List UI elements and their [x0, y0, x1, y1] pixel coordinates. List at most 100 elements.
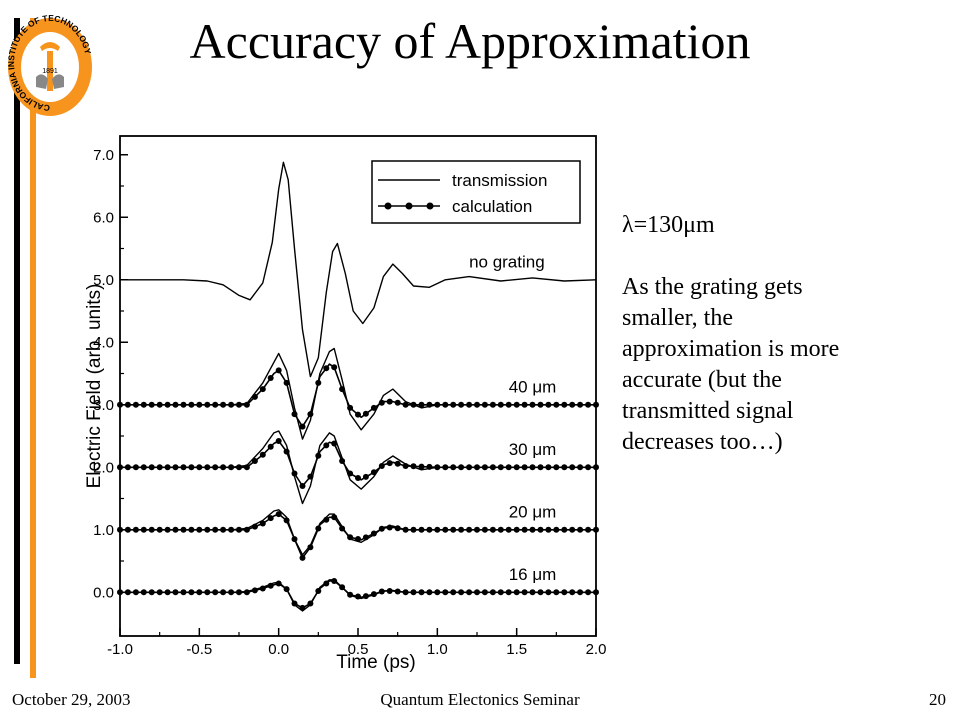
footer-title: Quantum Electonics Seminar — [380, 690, 580, 709]
20-m-calculation-point — [489, 526, 496, 533]
30-m-calculation-point — [450, 464, 457, 471]
16-m-calculation-point — [251, 587, 258, 594]
16-m-calculation-point — [410, 589, 417, 596]
20-m-calculation-point — [164, 526, 171, 533]
30-m-calculation-point — [164, 464, 171, 471]
30-m-calculation-point — [228, 464, 235, 471]
20-m-calculation-point — [267, 515, 274, 522]
40-m-calculation-point — [196, 401, 203, 408]
20-m-calculation-point — [497, 526, 504, 533]
16-m-calculation-point — [378, 588, 385, 595]
20-m-calculation-point — [545, 526, 552, 533]
caltech-seal-logo: CALIFORNIA INSTITUTE OF TECHNOLOGY 1891 — [6, 15, 93, 116]
40-m-calculation-point — [370, 404, 377, 411]
40-m-calculation-point — [251, 393, 258, 400]
16-m-calculation-point — [593, 589, 599, 596]
side-notes: λ=130μm As the grating gets smaller, the… — [622, 210, 872, 458]
40-m-calculation-point — [402, 401, 409, 408]
16-m-calculation-point — [474, 589, 480, 596]
30-m-calculation-point — [315, 452, 322, 459]
y-tick-label: 2.0 — [93, 459, 114, 476]
wavelength-label: λ=130μm — [622, 212, 715, 238]
30-m-calculation-point — [180, 464, 187, 471]
20-m-calculation-point — [251, 523, 258, 530]
20-m-calculation-point — [323, 516, 330, 523]
30-m-calculation-point — [497, 464, 504, 471]
30-m-calculation-point — [458, 464, 465, 471]
16-m-calculation-point — [497, 589, 504, 596]
20-m-calculation-point — [188, 526, 195, 533]
30-m-calculation-point — [529, 464, 536, 471]
16-m-calculation-point — [132, 589, 139, 596]
16-m-calculation-point — [450, 589, 457, 596]
16-m-calculation-point — [355, 593, 361, 600]
20-m-calculation-point — [426, 526, 433, 533]
30-m-calculation-point — [124, 464, 131, 471]
y-tick-label: 6.0 — [93, 209, 114, 226]
16-m-calculation-point — [521, 589, 528, 596]
16-m-calculation-point — [347, 591, 354, 598]
curve-label: no grating — [469, 252, 545, 271]
20-m-calculation-point — [212, 526, 219, 533]
20-m-calculation-point — [402, 526, 409, 533]
40-m-calculation-point — [243, 401, 250, 408]
40-m-calculation-point — [267, 375, 274, 381]
40-m-calculation-point — [537, 401, 544, 408]
40-m-calculation-point — [148, 401, 155, 408]
30-m-calculation-point — [386, 460, 393, 467]
curve-label: 30 μm — [509, 440, 557, 459]
x-axis-label: Time (ps) — [336, 652, 416, 673]
20-m-calculation-point — [553, 526, 560, 533]
16-m-calculation-point — [315, 588, 322, 594]
16-m-calculation-point — [212, 589, 219, 596]
20-m-calculation-point — [196, 526, 203, 533]
16-m-calculation-point — [505, 589, 512, 596]
legend-transmission-label: transmission — [452, 171, 547, 190]
30-m-calculation-point — [569, 464, 576, 471]
20-m-calculation-point — [442, 526, 449, 533]
16-m-calculation-point — [537, 589, 544, 596]
16-m-calculation-point — [418, 589, 425, 596]
16-m-calculation-point — [386, 588, 393, 594]
30-m-calculation-point — [585, 464, 592, 471]
40-m-calculation-point — [283, 379, 290, 386]
y-tick-label: 5.0 — [93, 272, 114, 289]
20-m-calculation-point — [236, 526, 242, 533]
40-m-calculation-point — [156, 401, 163, 408]
curve-label: 40 μm — [509, 377, 557, 396]
20-m-calculation-point — [505, 526, 512, 533]
40-m-calculation-point — [180, 401, 187, 408]
40-m-calculation-point — [291, 411, 298, 418]
curve-label: 20 μm — [509, 502, 557, 521]
40-m-calculation-point — [521, 401, 528, 408]
40-m-calculation-point — [331, 364, 338, 371]
30-m-calculation-point — [378, 463, 385, 469]
20-m-calculation-point — [585, 526, 592, 533]
16-m-calculation-point — [362, 593, 369, 600]
no-grating-transmission-line — [120, 161, 597, 378]
20-m-calculation-point — [378, 525, 385, 532]
16-m-calculation-point — [180, 589, 187, 596]
30-m-calculation-point — [188, 464, 195, 471]
20-m-calculation-point — [386, 524, 393, 531]
16-m-calculation-point — [228, 589, 235, 596]
16-m-calculation-point — [243, 589, 250, 596]
20-m-calculation-point — [418, 526, 425, 533]
x-tick-label: 1.5 — [506, 641, 527, 658]
40-m-calculation-point — [228, 401, 235, 408]
20-m-calculation-point — [394, 525, 401, 532]
30-m-calculation-point — [505, 464, 512, 471]
x-tick-label: 1.0 — [427, 641, 448, 658]
16-m-calculation-point — [283, 586, 290, 593]
30-m-calculation-point — [577, 464, 584, 471]
16-m-calculation-point — [156, 589, 163, 596]
page-number: 20 — [929, 690, 946, 709]
20-m-calculation-point — [529, 526, 536, 533]
16-m-calculation-point — [204, 589, 211, 596]
20-m-calculation-point — [569, 526, 576, 533]
30-m-calculation-point — [212, 464, 219, 471]
16-m-calculation-point — [275, 580, 282, 587]
30-m-calculation-point — [402, 463, 409, 469]
16-m-calculation-point — [331, 578, 338, 584]
30-m-calculation-point — [434, 464, 441, 471]
